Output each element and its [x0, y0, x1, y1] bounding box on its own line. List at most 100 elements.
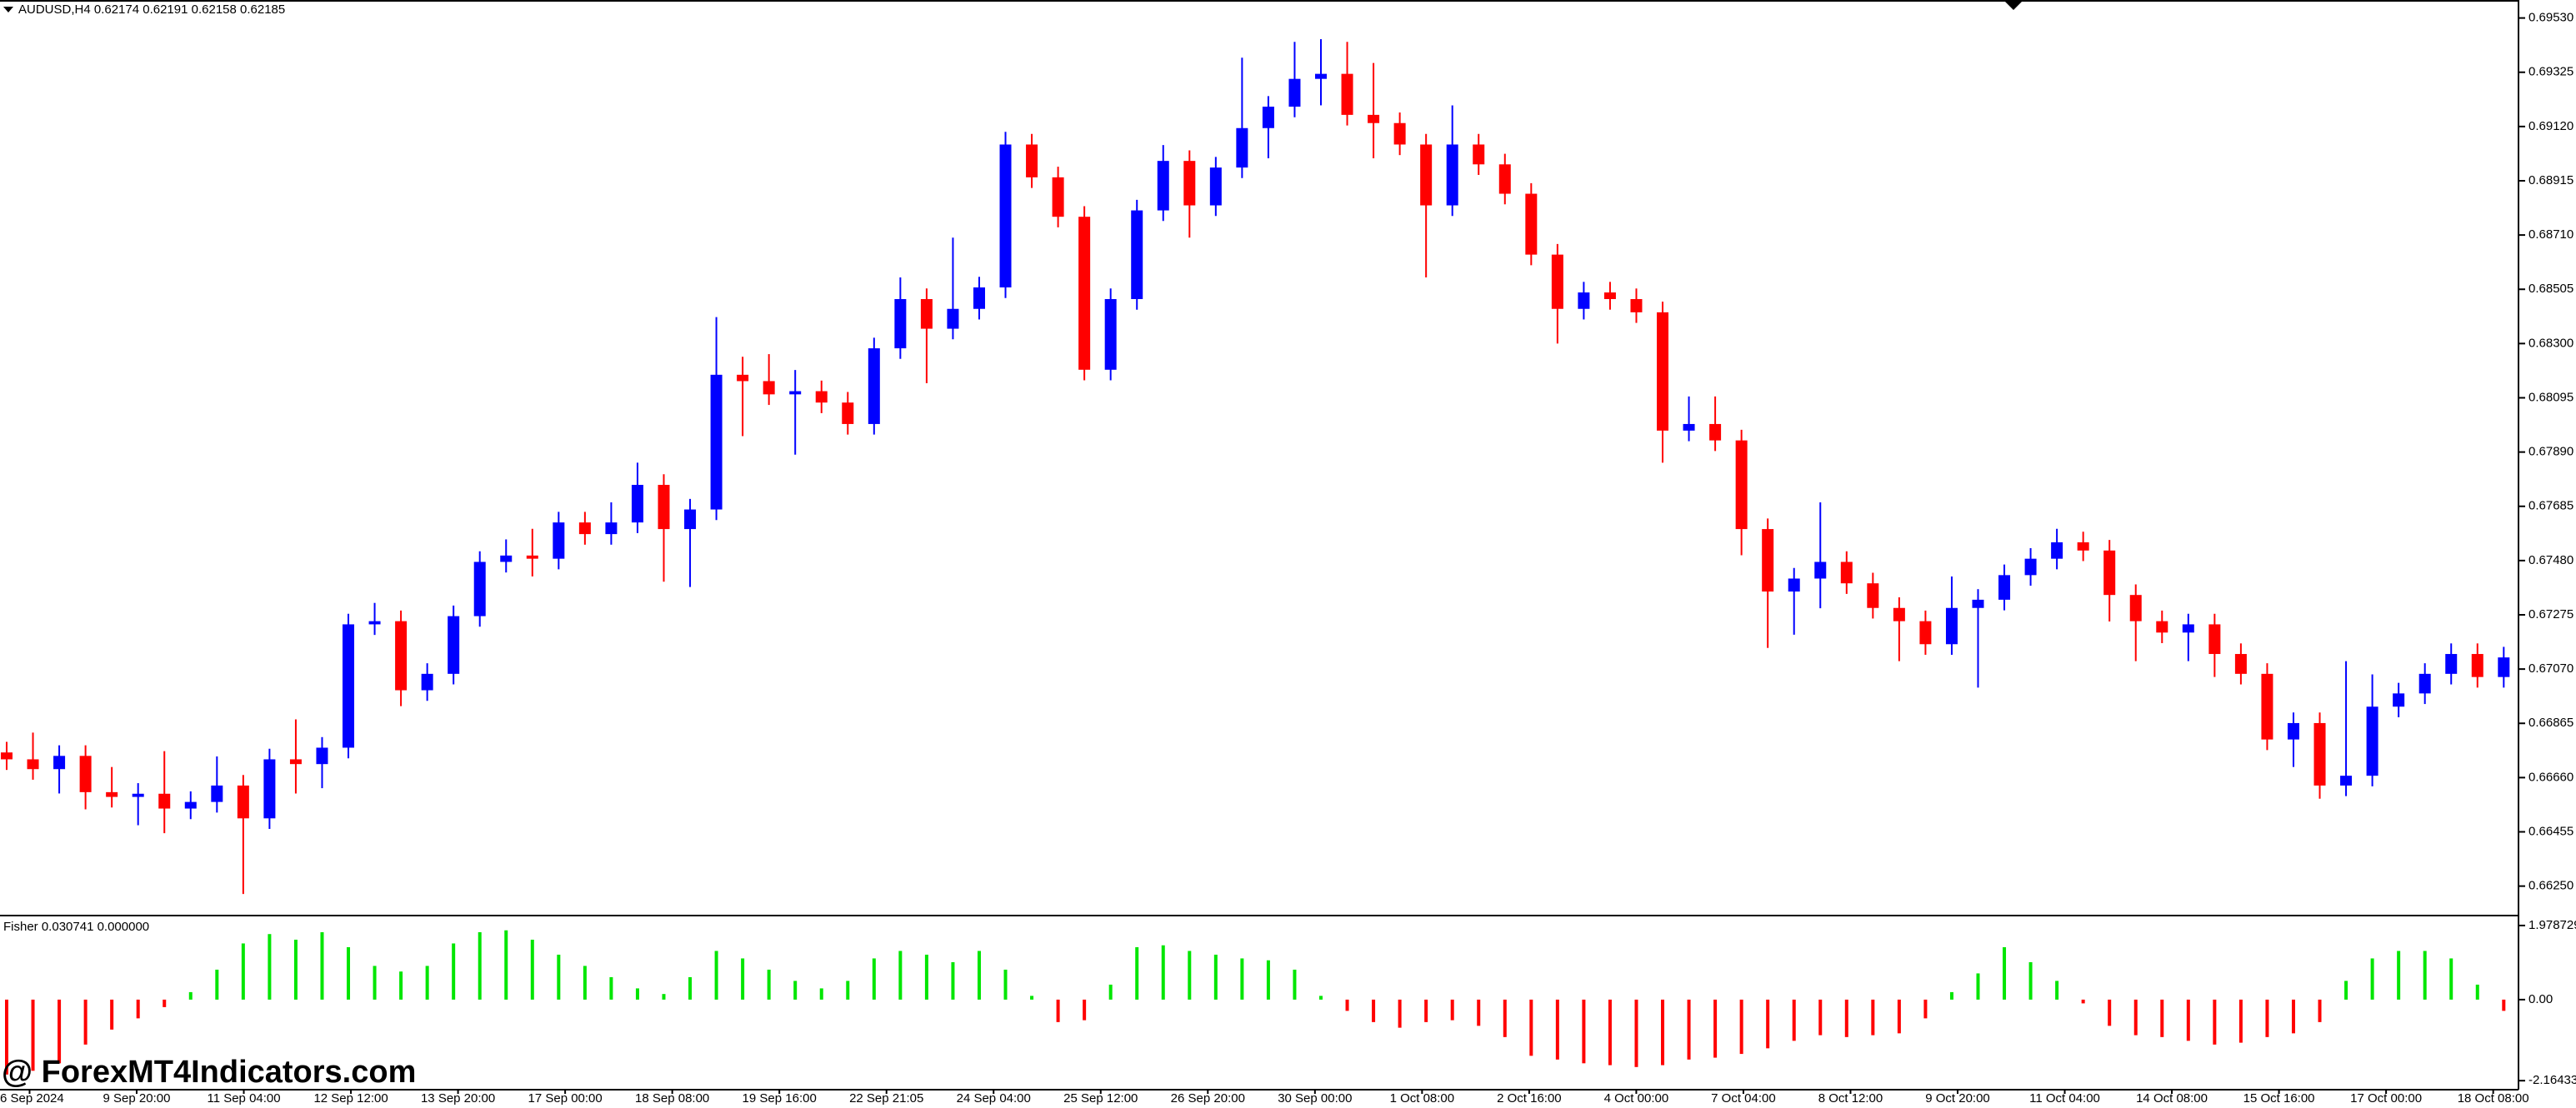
indicator-bar — [635, 988, 639, 1000]
candle-body — [973, 287, 985, 309]
candle-body — [605, 522, 618, 535]
candle-body — [1998, 575, 2011, 600]
candle-body — [2077, 542, 2089, 551]
indicator-bar — [1450, 999, 1454, 1021]
candle-body — [710, 374, 723, 510]
candle-body — [526, 555, 538, 559]
indicator-bar — [2502, 999, 2506, 1011]
candle-body — [1551, 254, 1563, 309]
indicator-bar — [2108, 999, 2112, 1026]
y-tick-label: 0.67480 — [2528, 553, 2573, 567]
candle-body — [2234, 654, 2247, 674]
indicator-bar — [1582, 999, 1586, 1064]
x-tick-label: 18 Sep 08:00 — [635, 1091, 709, 1106]
indicator-bar — [1030, 996, 1034, 1000]
candle-body — [79, 756, 92, 792]
candle-body — [1972, 599, 1984, 608]
candle-body — [2445, 654, 2458, 674]
y-tick-label: 0.69325 — [2528, 65, 2573, 79]
candle-body — [1446, 144, 1458, 206]
candle-body — [211, 785, 223, 802]
indicator-bar — [2397, 951, 2401, 1000]
shift-marker — [2005, 2, 2022, 10]
indicator-bar — [1739, 999, 1743, 1055]
candle-body — [2471, 654, 2483, 677]
indicator-bar — [2081, 999, 2085, 1004]
indicator-bar — [2238, 999, 2243, 1043]
indicator-bar — [2213, 999, 2217, 1045]
x-tick-label: 12 Sep 12:00 — [313, 1091, 388, 1106]
candle-body — [1814, 561, 1827, 579]
candle-body — [1788, 578, 1800, 592]
indicator-bar — [478, 931, 482, 1000]
menu-arrow[interactable] — [3, 7, 13, 12]
candle-body — [473, 561, 486, 616]
indicator-bar — [1398, 999, 1402, 1028]
x-tick-label: 22 Sep 21:05 — [849, 1091, 923, 1106]
candle-body — [106, 791, 118, 797]
candle-body — [1919, 621, 1932, 645]
indicator-bar — [320, 931, 324, 1000]
indicator-bar — [741, 958, 745, 1000]
candle-body — [500, 555, 513, 562]
y-tick-label: 0.66250 — [2528, 879, 2573, 893]
indicator-header: Fisher 0.030741 0.000000 — [3, 920, 149, 934]
indicator-bar — [1871, 999, 1875, 1036]
candle-body — [999, 144, 1012, 288]
indicator-bar — [2265, 999, 2269, 1037]
x-tick-label: 9 Oct 20:00 — [1925, 1091, 1990, 1106]
indicator-bar — [977, 951, 981, 1000]
x-tick-label: 14 Oct 08:00 — [2136, 1091, 2208, 1106]
candle-body — [1131, 210, 1143, 299]
candle-body — [368, 621, 381, 625]
x-tick-label: 2 Oct 16:00 — [1497, 1091, 1562, 1106]
indicator-bar — [1661, 999, 1665, 1066]
indicator-bar — [1003, 969, 1008, 1000]
candle-body — [763, 381, 775, 395]
y-tick-label: 0.67275 — [2528, 607, 2573, 621]
indicator-bar — [188, 991, 193, 1000]
x-tick-label: 9 Sep 20:00 — [103, 1091, 171, 1106]
indicator-bar — [1713, 999, 1718, 1058]
indicator-bar — [1529, 999, 1533, 1056]
candle-body — [1683, 423, 1695, 431]
indicator-bar — [215, 969, 219, 1000]
candle-body — [815, 391, 828, 403]
y-tick-label: 0.66865 — [2528, 716, 2573, 730]
x-tick-label: 17 Sep 00:00 — [528, 1091, 603, 1106]
y-tick-label: 0.66455 — [2528, 824, 2573, 838]
indicator-bar — [2370, 958, 2374, 1000]
indicator-bar — [1188, 951, 1192, 1000]
indicator-bar — [1976, 973, 1980, 1000]
indicator-bar — [1923, 999, 1928, 1019]
candle-body — [868, 348, 880, 424]
x-tick-label: 18 Oct 08:00 — [2458, 1091, 2529, 1106]
indicator-bar — [924, 954, 928, 1000]
candle-body — [2051, 542, 2063, 559]
x-tick-label: 1 Oct 08:00 — [1390, 1091, 1455, 1106]
candle-body — [1473, 144, 1485, 165]
candle-body — [1735, 440, 1748, 530]
indicator-bar — [163, 999, 167, 1007]
y-tick-label: 0.68505 — [2528, 282, 2573, 296]
indicator-bar — [268, 934, 272, 1000]
candle-body — [947, 308, 959, 329]
indicator-bar — [951, 961, 955, 1000]
x-tick-label: 30 Sep 00:00 — [1278, 1091, 1352, 1106]
candle-body — [1078, 217, 1091, 370]
indicator-bar — [714, 951, 718, 1000]
indicator-bar — [373, 966, 377, 1000]
candle-body — [2340, 776, 2353, 786]
indicator-bar — [1319, 996, 1323, 1000]
candle-body — [1236, 127, 1248, 168]
indicator-bar — [1818, 999, 1823, 1036]
indicator-bar — [425, 966, 429, 1000]
candle-body — [1945, 607, 1958, 645]
x-tick-label: 11 Sep 04:00 — [207, 1091, 280, 1106]
candle-body — [1867, 583, 1879, 608]
indicator-bar — [452, 943, 456, 1000]
indicator-bar — [1213, 954, 1218, 1000]
